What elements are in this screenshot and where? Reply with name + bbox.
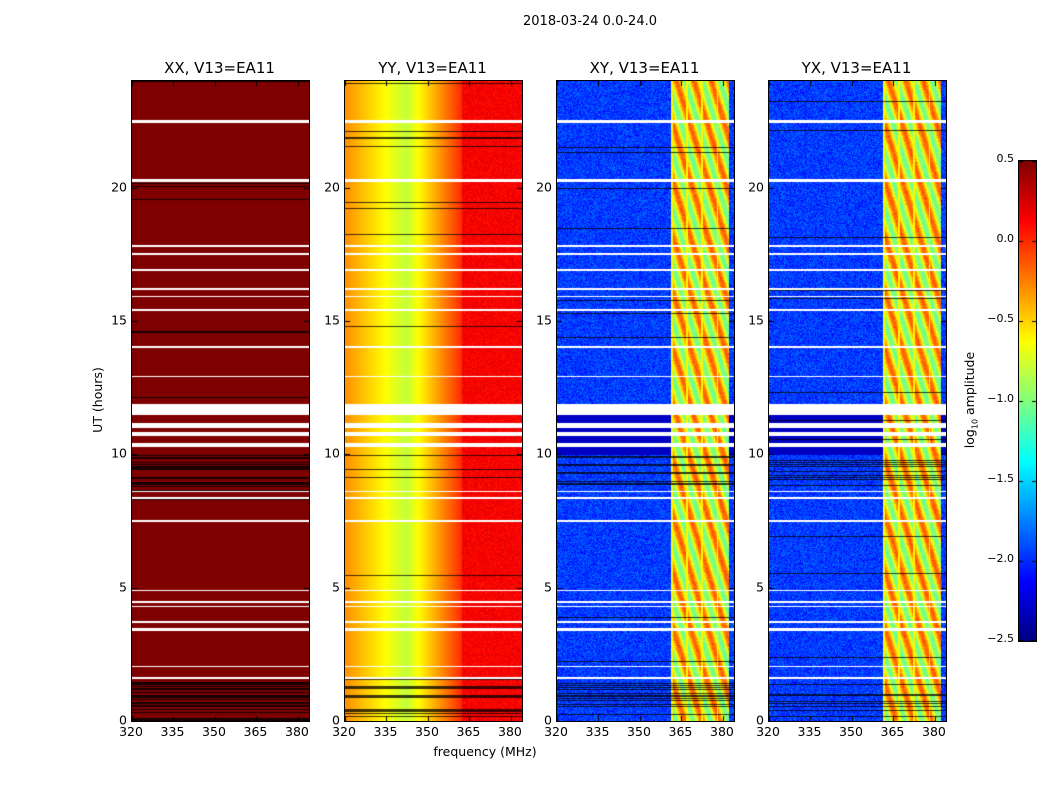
colorbar-tick-label: 0.5: [996, 152, 1015, 165]
colorbar-label: log10 amplitude: [962, 351, 980, 449]
x-tick-label: 365: [456, 724, 481, 739]
panel-title-xy: XY, V13=EA11: [589, 59, 700, 77]
heatmap-xx: [131, 80, 310, 722]
x-tick-label: 320: [756, 724, 780, 739]
x-tick-label: 365: [880, 724, 905, 739]
x-tick-label: 365: [243, 724, 268, 739]
colorbar-tick-label: −1.5: [987, 472, 1014, 485]
x-tick-label: 350: [415, 724, 439, 739]
y-tick-label: 20: [536, 179, 552, 195]
x-tick-label: 365: [668, 724, 693, 739]
y-tick-label: 15: [324, 312, 340, 328]
y-tick-label: 20: [111, 179, 127, 195]
x-tick-label: 380: [285, 724, 309, 739]
colorbar: [1018, 160, 1037, 642]
x-tick-label: 335: [160, 724, 185, 739]
x-tick-label: 350: [839, 724, 863, 739]
colorbar-tick-label: −2.5: [987, 632, 1014, 645]
x-tick-label: 320: [119, 724, 143, 739]
panel-title-xx: XX, V13=EA11: [164, 59, 275, 77]
y-tick-label: 0: [119, 712, 127, 728]
colorbar-tick-label: 0.0: [996, 232, 1015, 245]
y-tick-label: 5: [544, 579, 552, 595]
y-tick-label: 10: [748, 445, 764, 461]
y-tick-label: 5: [119, 579, 127, 595]
y-tick-label: 15: [748, 312, 764, 328]
x-tick-label: 320: [544, 724, 568, 739]
y-tick-label: 0: [756, 712, 764, 728]
y-tick-label: 10: [536, 445, 552, 461]
y-tick-label: 0: [544, 712, 552, 728]
colorbar-tick-label: −1.0: [987, 392, 1014, 405]
panel-title-yx: YX, V13=EA11: [801, 59, 912, 77]
figure-title: 2018-03-24 0.0-24.0: [523, 14, 657, 29]
heatmap-yy: [344, 80, 523, 722]
y-tick-label: 10: [324, 445, 340, 461]
x-tick-label: 350: [627, 724, 651, 739]
y-axis-label: UT (hours): [90, 367, 105, 433]
y-tick-label: 20: [324, 179, 340, 195]
x-tick-label: 320: [332, 724, 356, 739]
heatmap-xy: [556, 80, 735, 722]
x-tick-label: 380: [498, 724, 522, 739]
y-tick-label: 15: [536, 312, 552, 328]
y-tick-label: 0: [332, 712, 340, 728]
x-axis-label: frequency (MHz): [433, 744, 537, 759]
y-tick-label: 5: [332, 579, 340, 595]
x-tick-label: 335: [585, 724, 610, 739]
y-tick-label: 15: [111, 312, 127, 328]
colorbar-tick-label: −0.5: [987, 312, 1014, 325]
x-tick-label: 335: [373, 724, 398, 739]
x-tick-label: 380: [710, 724, 734, 739]
y-tick-label: 5: [756, 579, 764, 595]
x-tick-label: 350: [202, 724, 226, 739]
y-tick-label: 10: [111, 445, 127, 461]
x-tick-label: 335: [797, 724, 822, 739]
heatmap-yx: [768, 80, 947, 722]
colorbar-tick-label: −2.0: [987, 552, 1014, 565]
y-tick-label: 20: [748, 179, 764, 195]
x-tick-label: 380: [922, 724, 946, 739]
panel-title-yy: YY, V13=EA11: [378, 59, 487, 77]
